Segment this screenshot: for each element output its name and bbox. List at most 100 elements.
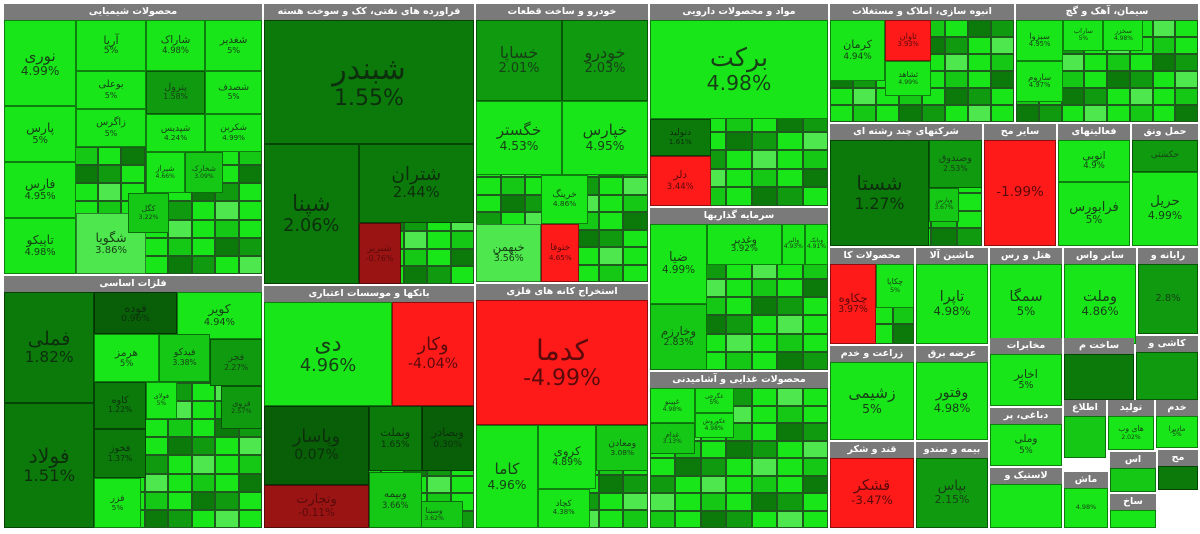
filler-tile[interactable] — [777, 388, 803, 406]
filler-tile[interactable] — [623, 264, 648, 282]
filler-tile[interactable] — [650, 475, 676, 493]
filler-tile[interactable] — [427, 266, 451, 284]
filler-tile[interactable] — [74, 147, 98, 166]
filler-tile[interactable] — [675, 493, 701, 511]
filler-tile[interactable] — [726, 510, 752, 528]
filler-tile[interactable] — [945, 54, 968, 71]
filler-tile[interactable] — [802, 351, 828, 370]
filler-tile[interactable] — [450, 231, 474, 249]
filler-tile[interactable] — [968, 105, 991, 122]
stock-tile[interactable]: خبهمن 3.56% — [476, 224, 542, 282]
stock-tile[interactable]: ثشاهد 4.99% — [885, 60, 932, 97]
filler-tile[interactable] — [238, 255, 262, 274]
stock-tile[interactable]: وپارس 3.67% — [928, 187, 960, 222]
filler-tile[interactable] — [675, 458, 701, 476]
filler-tile[interactable] — [1129, 71, 1153, 88]
stock-tile[interactable]: بوعلی 5% — [76, 70, 146, 109]
filler-tile[interactable] — [777, 278, 803, 297]
stock-tile[interactable]: وخارزم 2.83% — [650, 304, 707, 370]
filler-tile[interactable] — [991, 88, 1014, 105]
stock-tile[interactable]: غکوروش 4.98% — [694, 413, 734, 439]
stock-tile[interactable]: فولای 5% — [145, 381, 177, 420]
filler-tile[interactable] — [777, 333, 803, 352]
filler-tile[interactable] — [191, 237, 216, 256]
stock-tile[interactable]: بپاس 2.15% — [916, 458, 988, 528]
filler-tile[interactable] — [1175, 71, 1198, 88]
filler-tile[interactable] — [802, 333, 828, 352]
stock-tile[interactable] — [1158, 466, 1198, 490]
filler-tile[interactable] — [238, 437, 262, 456]
filler-tile[interactable] — [404, 248, 428, 267]
stock-tile[interactable]: شیراز 4.66% — [145, 152, 185, 193]
stock-tile[interactable]: شاراک 4.98% — [145, 20, 206, 71]
filler-tile[interactable] — [802, 493, 828, 511]
filler-tile[interactable] — [476, 177, 501, 195]
stock-tile[interactable]: شبریز -0.76% — [358, 223, 401, 284]
stock-tile[interactable]: فملی 1.82% — [4, 292, 95, 403]
filler-tile[interactable] — [215, 455, 239, 474]
filler-tile[interactable] — [931, 228, 957, 246]
stock-tile[interactable]: خگستر 4.53% — [476, 101, 562, 175]
stock-tile[interactable]: فارس 4.95% — [4, 162, 77, 219]
filler-tile[interactable] — [853, 105, 876, 122]
filler-tile[interactable] — [404, 231, 428, 249]
filler-tile[interactable] — [168, 473, 192, 492]
stock-tile[interactable]: تاپیکو 4.98% — [4, 218, 77, 274]
filler-tile[interactable] — [144, 509, 169, 528]
filler-tile[interactable] — [168, 491, 192, 510]
filler-tile[interactable] — [450, 475, 474, 494]
stock-tile[interactable]: چکاپا 5% — [876, 264, 914, 308]
filler-tile[interactable] — [650, 510, 676, 528]
filler-tile[interactable] — [893, 324, 914, 344]
stock-tile[interactable]: دلر 3.44% — [650, 155, 711, 206]
filler-tile[interactable] — [191, 255, 216, 274]
stock-tile[interactable]: -1.99% — [984, 140, 1056, 246]
stock-tile[interactable]: وپاسار 0.07% — [264, 405, 369, 486]
filler-tile[interactable] — [968, 71, 991, 88]
filler-tile[interactable] — [1152, 54, 1176, 71]
stock-tile[interactable]: وصندوق 2.53% — [928, 140, 982, 188]
stock-tile[interactable]: کدما -4.99% — [476, 300, 648, 426]
filler-tile[interactable] — [97, 165, 122, 184]
filler-tile[interactable] — [802, 510, 828, 528]
stock-tile[interactable]: پترول 1.58% — [145, 70, 206, 114]
filler-tile[interactable] — [991, 20, 1014, 37]
filler-tile[interactable] — [215, 509, 239, 528]
filler-tile[interactable] — [1061, 88, 1085, 105]
filler-tile[interactable] — [121, 165, 145, 184]
filler-tile[interactable] — [623, 492, 648, 511]
filler-tile[interactable] — [238, 201, 262, 220]
stock-tile[interactable]: های وب 2.02% — [1108, 416, 1154, 450]
filler-tile[interactable] — [215, 255, 239, 274]
stock-tile[interactable]: فخوز 1.37% — [94, 428, 146, 479]
filler-tile[interactable] — [144, 255, 169, 274]
filler-tile[interactable] — [623, 510, 648, 528]
filler-tile[interactable] — [427, 248, 451, 267]
filler-tile[interactable] — [968, 20, 991, 37]
filler-tile[interactable] — [675, 475, 701, 493]
stock-tile[interactable]: غدام 3.13% — [650, 423, 695, 454]
filler-tile[interactable] — [168, 219, 192, 238]
filler-tile[interactable] — [802, 131, 828, 151]
filler-tile[interactable] — [956, 193, 982, 211]
filler-tile[interactable] — [968, 88, 991, 105]
stock-tile[interactable]: وفتور 4.98% — [916, 362, 988, 440]
filler-tile[interactable] — [777, 405, 803, 423]
filler-tile[interactable] — [1152, 105, 1176, 122]
filler-tile[interactable] — [802, 150, 828, 169]
filler-tile[interactable] — [1175, 37, 1198, 54]
filler-tile[interactable] — [144, 237, 169, 256]
filler-tile[interactable] — [802, 315, 828, 334]
filler-tile[interactable] — [777, 315, 803, 334]
filler-tile[interactable] — [802, 423, 828, 441]
stock-tile[interactable]: فوده 0.96% — [94, 292, 177, 335]
stock-tile[interactable] — [1064, 354, 1134, 400]
filler-tile[interactable] — [1129, 88, 1153, 105]
stock-tile[interactable] — [990, 484, 1062, 528]
stock-tile[interactable]: خرینگ 4.86% — [541, 174, 588, 225]
filler-tile[interactable] — [598, 264, 624, 282]
filler-tile[interactable] — [968, 37, 991, 54]
filler-tile[interactable] — [238, 509, 262, 528]
filler-tile[interactable] — [1175, 88, 1198, 105]
filler-tile[interactable] — [1175, 105, 1198, 122]
